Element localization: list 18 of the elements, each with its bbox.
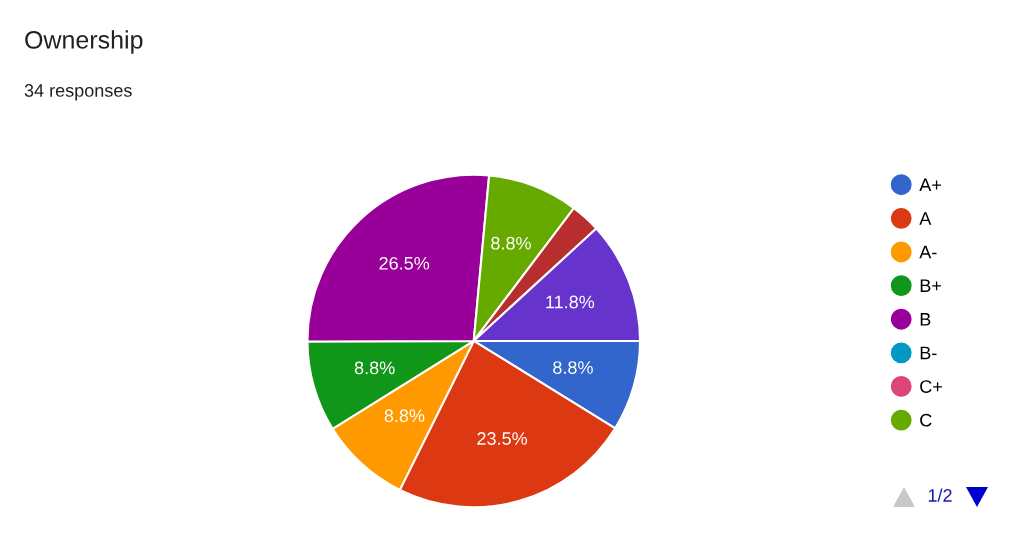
legend-label: C+ — [920, 380, 942, 393]
data-label: 8.8% — [384, 409, 425, 423]
legend-label: B — [920, 313, 931, 326]
legend-label: A+ — [919, 178, 941, 192]
text: 34 responses — [24, 84, 132, 101]
data-label: 8.8% — [491, 236, 531, 250]
text: Ownership — [25, 30, 143, 54]
legend-label: B- — [920, 346, 937, 360]
legend-label: C — [920, 413, 932, 427]
legend-label: A- — [919, 245, 937, 259]
data-label: 11.8% — [546, 295, 595, 309]
data-label: 26.5% — [379, 256, 430, 270]
data-label: 8.8% — [354, 361, 395, 375]
text: 1/2 — [928, 488, 952, 502]
data-label: 23.5% — [477, 432, 528, 445]
legend-label: B+ — [920, 279, 941, 292]
data-label: 8.8% — [553, 361, 593, 374]
legend-label: A — [919, 212, 932, 225]
